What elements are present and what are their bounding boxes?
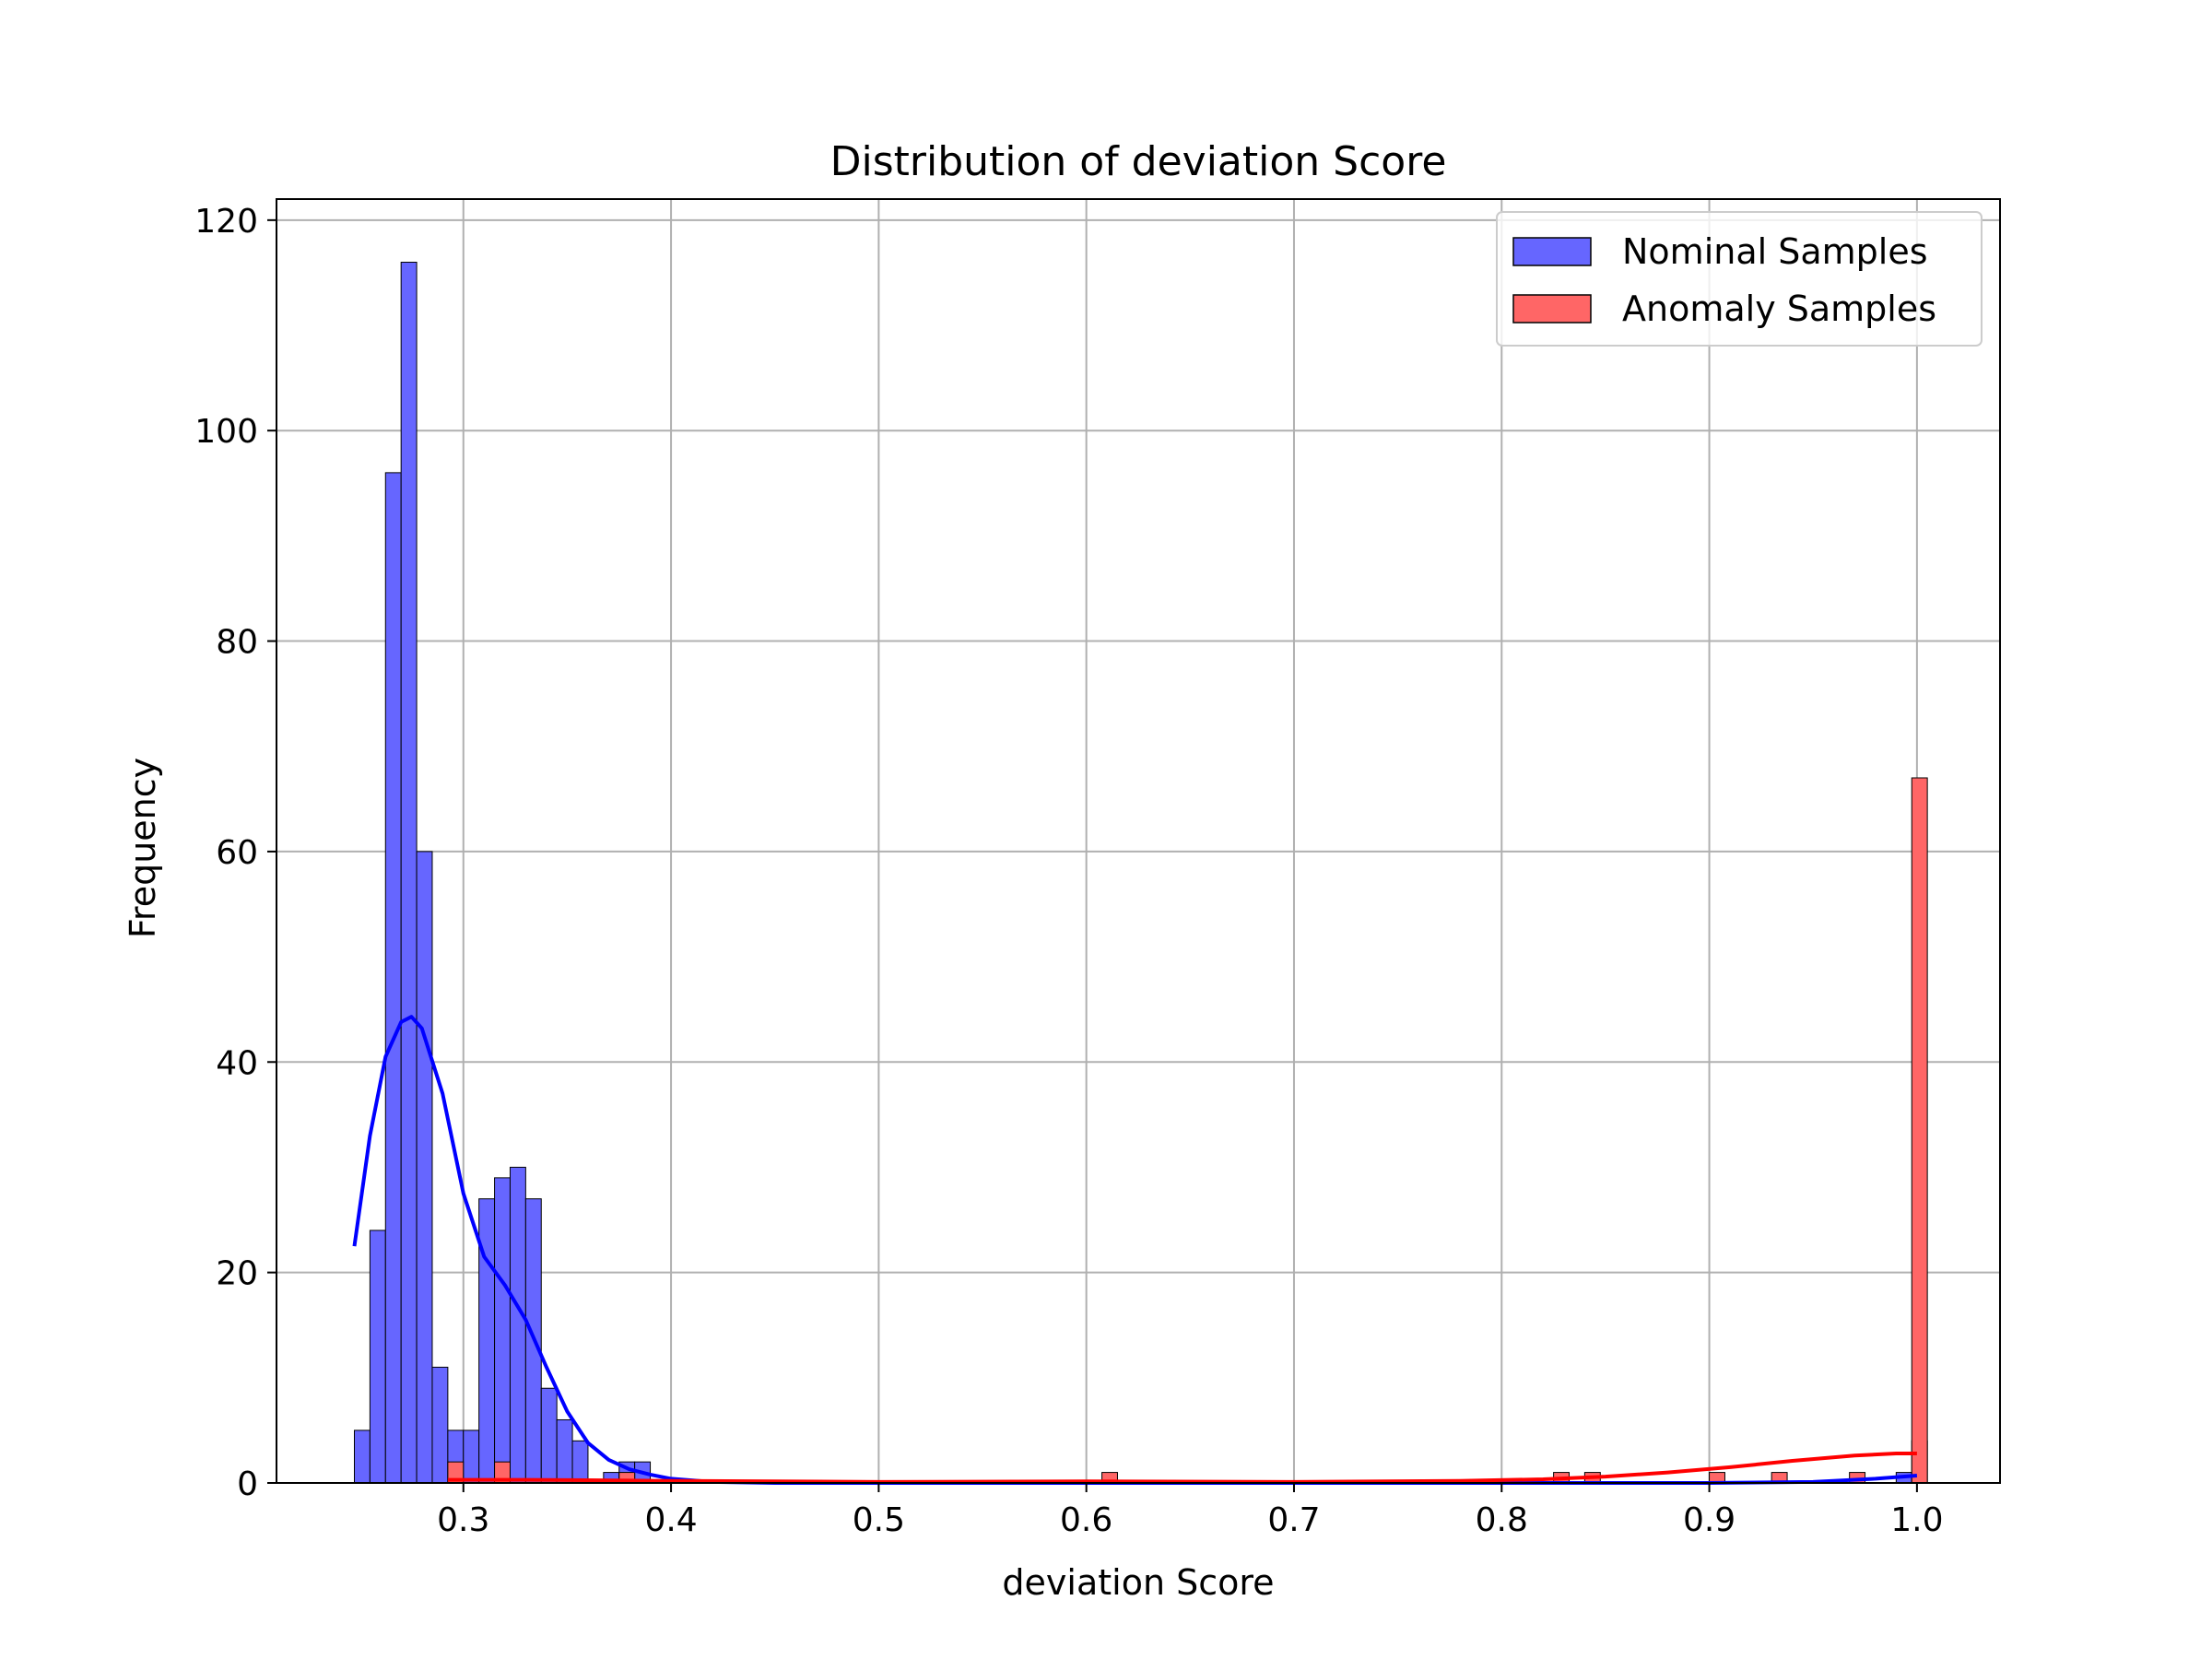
histogram-bar: [509, 1166, 526, 1484]
x-tick-label: 1.0: [1890, 1501, 1943, 1539]
x-tick-label: 0.7: [1267, 1501, 1320, 1539]
histogram-bar: [478, 1198, 496, 1484]
histogram-bar: [540, 1387, 558, 1484]
histogram-bar: [571, 1440, 589, 1484]
y-tick-label: 20: [216, 1255, 258, 1293]
x-tick-label: 0.9: [1683, 1501, 1735, 1539]
chart-title: Distribution of deviation Score: [830, 138, 1447, 185]
histogram-bar: [353, 1430, 371, 1484]
histogram-bar: [494, 1177, 511, 1484]
y-tick-label: 80: [216, 624, 258, 662]
y-tick-label: 60: [216, 834, 258, 872]
legend-label-anomaly: Anomaly Samples: [1622, 288, 1936, 329]
series-bars-anomaly: [447, 777, 1928, 1484]
histogram-bar: [384, 472, 402, 1484]
y-tick-label: 100: [194, 413, 258, 451]
y-tick-label: 120: [194, 203, 258, 241]
x-tick-label: 0.6: [1060, 1501, 1112, 1539]
legend: Nominal Samples Anomaly Samples: [1496, 211, 1983, 347]
histogram-bar: [556, 1418, 573, 1484]
histogram-bar: [463, 1430, 480, 1484]
plot-frame: [276, 198, 2001, 1484]
kde-line-anomaly: [447, 1452, 1917, 1484]
y-axis-ticks: 0 20 40 60 80 100 120: [194, 203, 276, 1503]
histogram-bars: [353, 262, 1928, 1484]
histogram-bar: [369, 1230, 386, 1484]
y-axis-label: Frequency: [123, 758, 163, 938]
histogram-bar: [1911, 777, 1928, 1484]
histogram-bar: [431, 1366, 449, 1484]
x-tick-label: 0.8: [1476, 1501, 1528, 1539]
histogram-bar: [416, 851, 433, 1484]
x-tick-label: 0.3: [437, 1501, 489, 1539]
y-tick-label: 0: [237, 1465, 258, 1503]
series-bars-nominal: [353, 262, 1928, 1484]
x-axis-label: deviation Score: [1002, 1562, 1274, 1603]
y-tick-label: 40: [216, 1044, 258, 1082]
histogram-bar: [400, 262, 418, 1484]
x-axis-ticks: 0.3 0.4 0.5 0.6 0.7 0.8 0.9 1.0: [437, 1483, 1944, 1539]
legend-label-nominal: Nominal Samples: [1622, 231, 1928, 272]
x-tick-label: 0.4: [644, 1501, 697, 1539]
legend-swatch-nominal: [1512, 237, 1592, 266]
legend-box: [1496, 211, 1983, 347]
legend-swatch-anomaly: [1512, 294, 1592, 324]
x-tick-label: 0.5: [853, 1501, 905, 1539]
